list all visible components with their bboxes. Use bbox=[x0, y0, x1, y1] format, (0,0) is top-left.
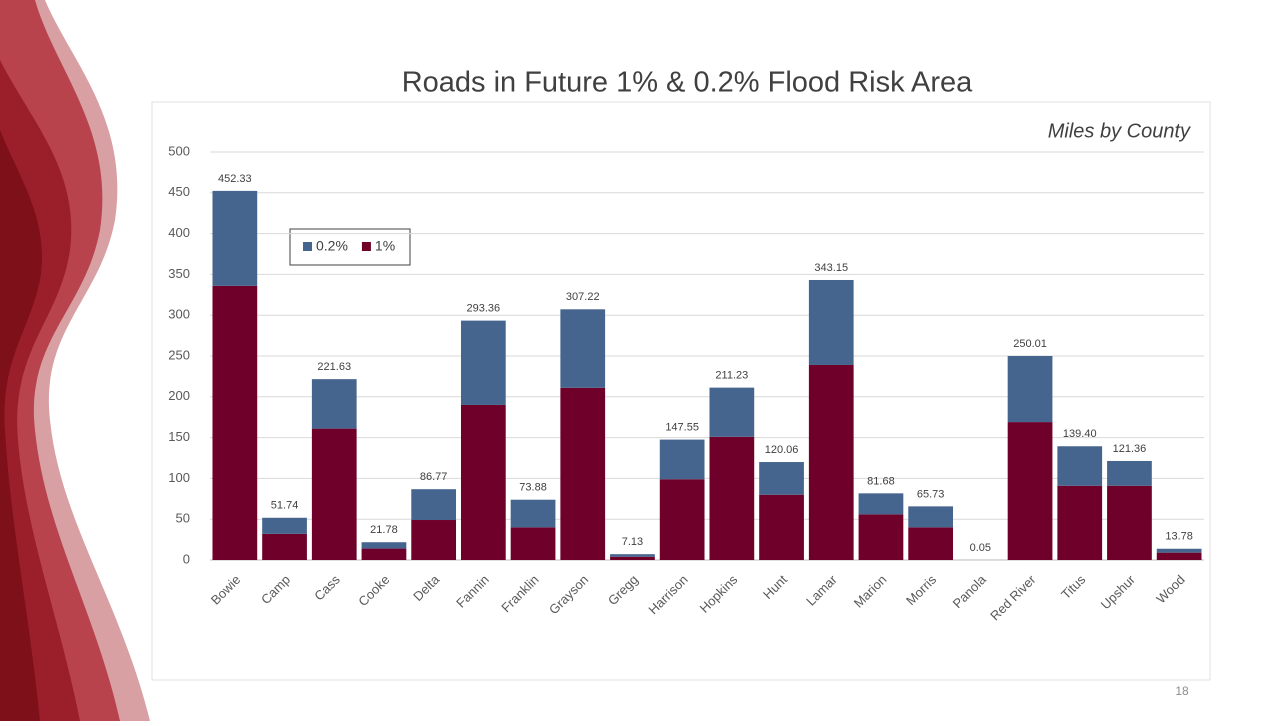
bar-segment bbox=[1157, 549, 1202, 553]
bar-segment bbox=[1008, 422, 1053, 560]
bar-segment bbox=[511, 527, 556, 560]
y-tick-label: 50 bbox=[176, 511, 190, 526]
total-label: 65.73 bbox=[917, 488, 945, 500]
bar-segment bbox=[1107, 486, 1152, 560]
bar-segment bbox=[461, 321, 506, 405]
bar-segment bbox=[1057, 486, 1102, 560]
bar-segment bbox=[759, 462, 804, 495]
bar-segment bbox=[759, 495, 804, 560]
total-label: 139.40 bbox=[1063, 428, 1097, 440]
bar-segment bbox=[312, 429, 357, 560]
total-label: 13.78 bbox=[1165, 531, 1193, 543]
total-label: 121.36 bbox=[1113, 443, 1147, 455]
bar-segment bbox=[709, 388, 754, 437]
bar-segment bbox=[362, 549, 407, 560]
total-label: 120.06 bbox=[765, 444, 799, 456]
y-tick-label: 200 bbox=[168, 388, 190, 403]
bar-segment bbox=[610, 554, 655, 557]
bar-segment bbox=[560, 388, 605, 560]
total-label: 307.22 bbox=[566, 291, 600, 303]
legend-swatch bbox=[303, 242, 312, 251]
bar-segment bbox=[1008, 356, 1053, 422]
y-tick-label: 100 bbox=[168, 470, 190, 485]
bar-segment bbox=[908, 527, 953, 560]
y-tick-label: 250 bbox=[168, 347, 190, 362]
y-tick-label: 0 bbox=[183, 551, 190, 566]
y-tick-label: 450 bbox=[168, 184, 190, 199]
bar-segment bbox=[312, 379, 357, 428]
bar-segment bbox=[610, 557, 655, 560]
y-tick-label: 500 bbox=[168, 143, 190, 158]
total-label: 343.15 bbox=[814, 262, 848, 274]
bar-segment bbox=[411, 520, 456, 560]
total-label: 51.74 bbox=[271, 500, 299, 512]
y-tick-label: 400 bbox=[168, 225, 190, 240]
bar-segment bbox=[1057, 446, 1102, 485]
total-label: 293.36 bbox=[467, 303, 501, 315]
page-number: 18 bbox=[1175, 684, 1189, 698]
chart-title: Roads in Future 1% & 0.2% Flood Risk Are… bbox=[402, 67, 973, 99]
bar-segment bbox=[262, 518, 307, 534]
total-label: 221.63 bbox=[317, 361, 351, 373]
bar-segment bbox=[362, 542, 407, 548]
y-tick-label: 300 bbox=[168, 307, 190, 322]
legend-swatch bbox=[362, 242, 371, 251]
bar-segment bbox=[1107, 461, 1152, 486]
bar-segment bbox=[809, 365, 854, 560]
bar-segment bbox=[212, 286, 257, 560]
bar-segment bbox=[809, 280, 854, 365]
total-label: 21.78 bbox=[370, 524, 398, 536]
bar-segment bbox=[461, 405, 506, 560]
bar-segment bbox=[660, 440, 705, 480]
legend-label: 1% bbox=[375, 238, 395, 254]
total-label: 86.77 bbox=[420, 471, 448, 483]
total-label: 81.68 bbox=[867, 475, 895, 487]
bar-segment bbox=[660, 479, 705, 560]
bar-segment bbox=[908, 506, 953, 527]
total-label: 147.55 bbox=[665, 422, 699, 434]
total-label: 452.33 bbox=[218, 173, 252, 185]
legend-label: 0.2% bbox=[316, 238, 348, 254]
bar-segment bbox=[709, 437, 754, 560]
bar-segment bbox=[262, 534, 307, 560]
bar-segment bbox=[212, 191, 257, 286]
total-label: 211.23 bbox=[715, 370, 748, 382]
total-label: 0.05 bbox=[970, 542, 991, 554]
total-label: 73.88 bbox=[519, 482, 547, 494]
bar-segment bbox=[411, 489, 456, 520]
bar-segment bbox=[560, 309, 605, 388]
total-label: 250.01 bbox=[1013, 338, 1047, 350]
bar-segment bbox=[859, 493, 904, 514]
bar-segment bbox=[511, 500, 556, 528]
y-tick-label: 350 bbox=[168, 266, 190, 281]
total-label: 7.13 bbox=[622, 536, 643, 548]
chart-subtitle: Miles by County bbox=[1048, 120, 1191, 142]
bar-segment bbox=[859, 514, 904, 560]
y-tick-label: 150 bbox=[168, 429, 190, 444]
bar-segment bbox=[1157, 553, 1202, 560]
